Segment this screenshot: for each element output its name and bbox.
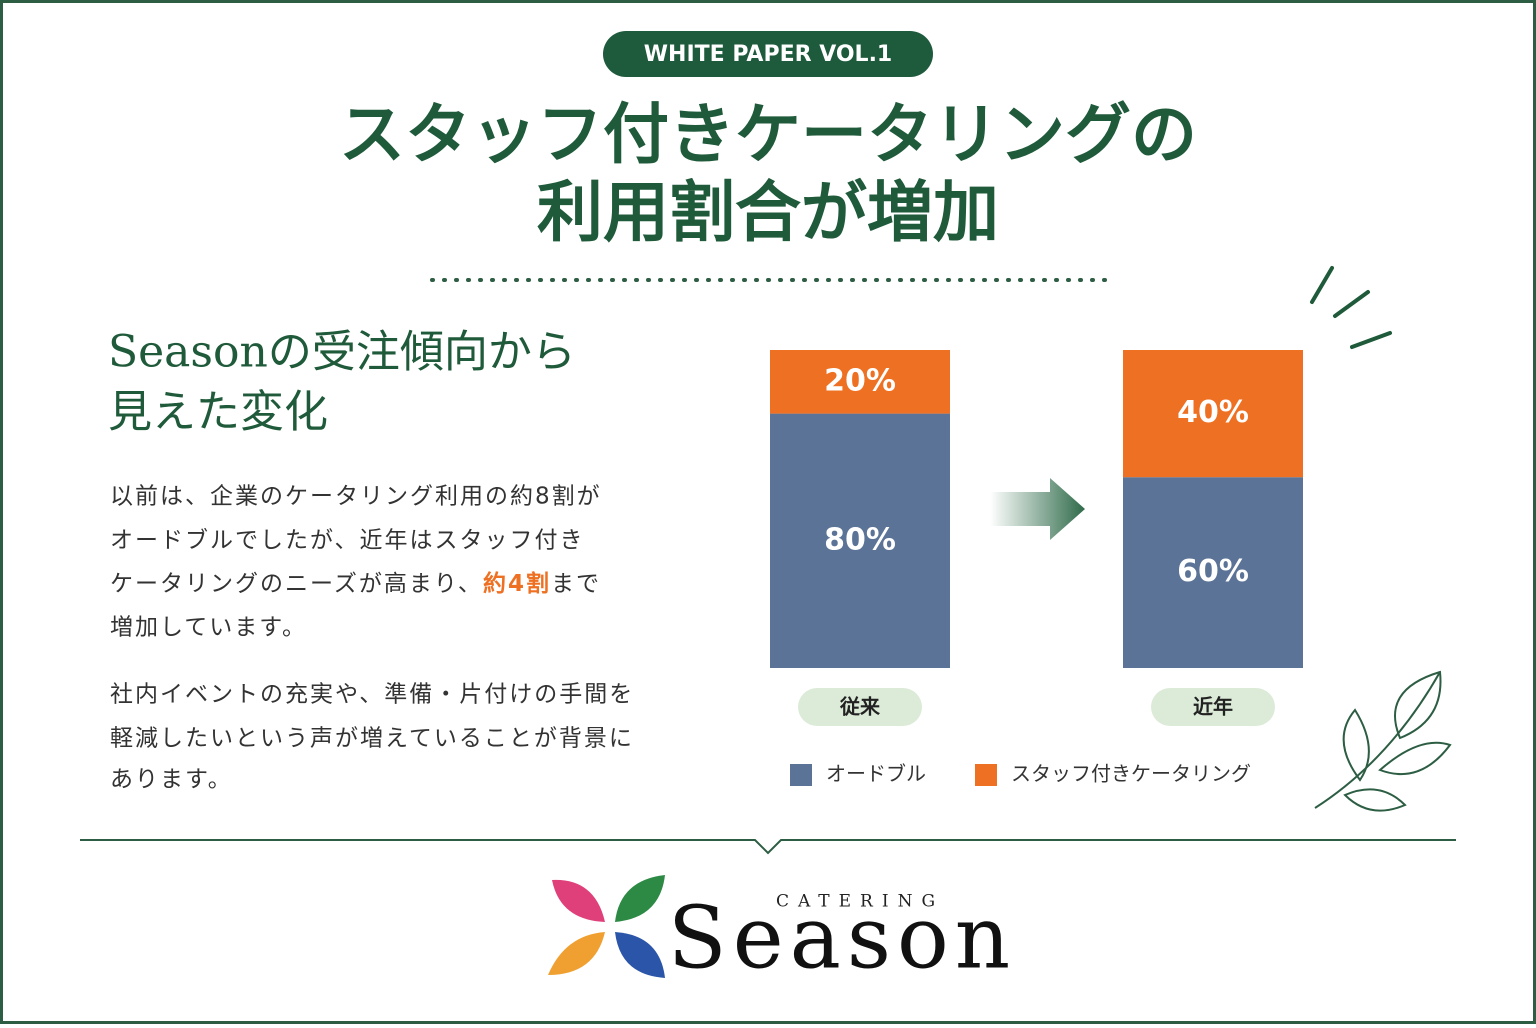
title: 利用割合が増加 bbox=[537, 173, 999, 251]
badge-bg bbox=[603, 31, 933, 77]
paragraph: ケータリングのニーズが高まり、約4割まで bbox=[110, 570, 601, 597]
highlight: 約4割 bbox=[483, 570, 551, 597]
bar-segment bbox=[770, 413, 950, 668]
category-pill bbox=[1151, 688, 1275, 726]
category-label: 従来 bbox=[839, 695, 881, 719]
paragraph: あります。 bbox=[110, 767, 233, 793]
logo-small: CATERING bbox=[776, 892, 944, 912]
legend-swatch bbox=[790, 764, 812, 786]
logo-name: Season bbox=[668, 889, 1016, 989]
legend-label: スタッフ付きケータリング bbox=[1011, 762, 1251, 786]
category-label: 近年 bbox=[1193, 695, 1233, 719]
legend-label: オードブル bbox=[826, 762, 926, 786]
leaf-decoration bbox=[1314, 670, 1452, 812]
legend-swatch bbox=[975, 764, 997, 786]
arrow bbox=[990, 478, 1085, 540]
paragraph: 以前は、企業のケータリング利用の約8割が bbox=[110, 484, 602, 510]
text: まで bbox=[551, 571, 601, 597]
value-label: 20% bbox=[824, 363, 896, 398]
bar-segment bbox=[1123, 350, 1303, 478]
value-label: 80% bbox=[824, 522, 896, 557]
category-pill bbox=[798, 688, 922, 726]
text: ケータリングのニーズが高まり、 bbox=[110, 571, 483, 597]
logo-mark bbox=[548, 875, 665, 978]
sparkle bbox=[1310, 266, 1392, 349]
title: スタッフ付きケータリングの bbox=[339, 95, 1197, 173]
subtitle: 見えた変化 bbox=[108, 387, 328, 438]
subtitle: Seasonの受注傾向から bbox=[108, 327, 576, 378]
paragraph: 軽減したいという声が増えていることが背景に bbox=[110, 726, 634, 752]
value-label: 40% bbox=[1177, 395, 1249, 430]
badge: WHITE PAPER VOL.1 bbox=[644, 42, 892, 67]
bar-segment bbox=[1123, 477, 1303, 668]
value-label: 60% bbox=[1177, 554, 1249, 589]
paragraph: 社内イベントの充実や、準備・片付けの手間を bbox=[110, 682, 634, 708]
footer-line bbox=[80, 839, 1456, 855]
paragraph: 増加しています。 bbox=[110, 615, 307, 641]
paragraph: オードブルでしたが、近年はスタッフ付き bbox=[110, 528, 585, 554]
bar-segment bbox=[770, 350, 950, 414]
